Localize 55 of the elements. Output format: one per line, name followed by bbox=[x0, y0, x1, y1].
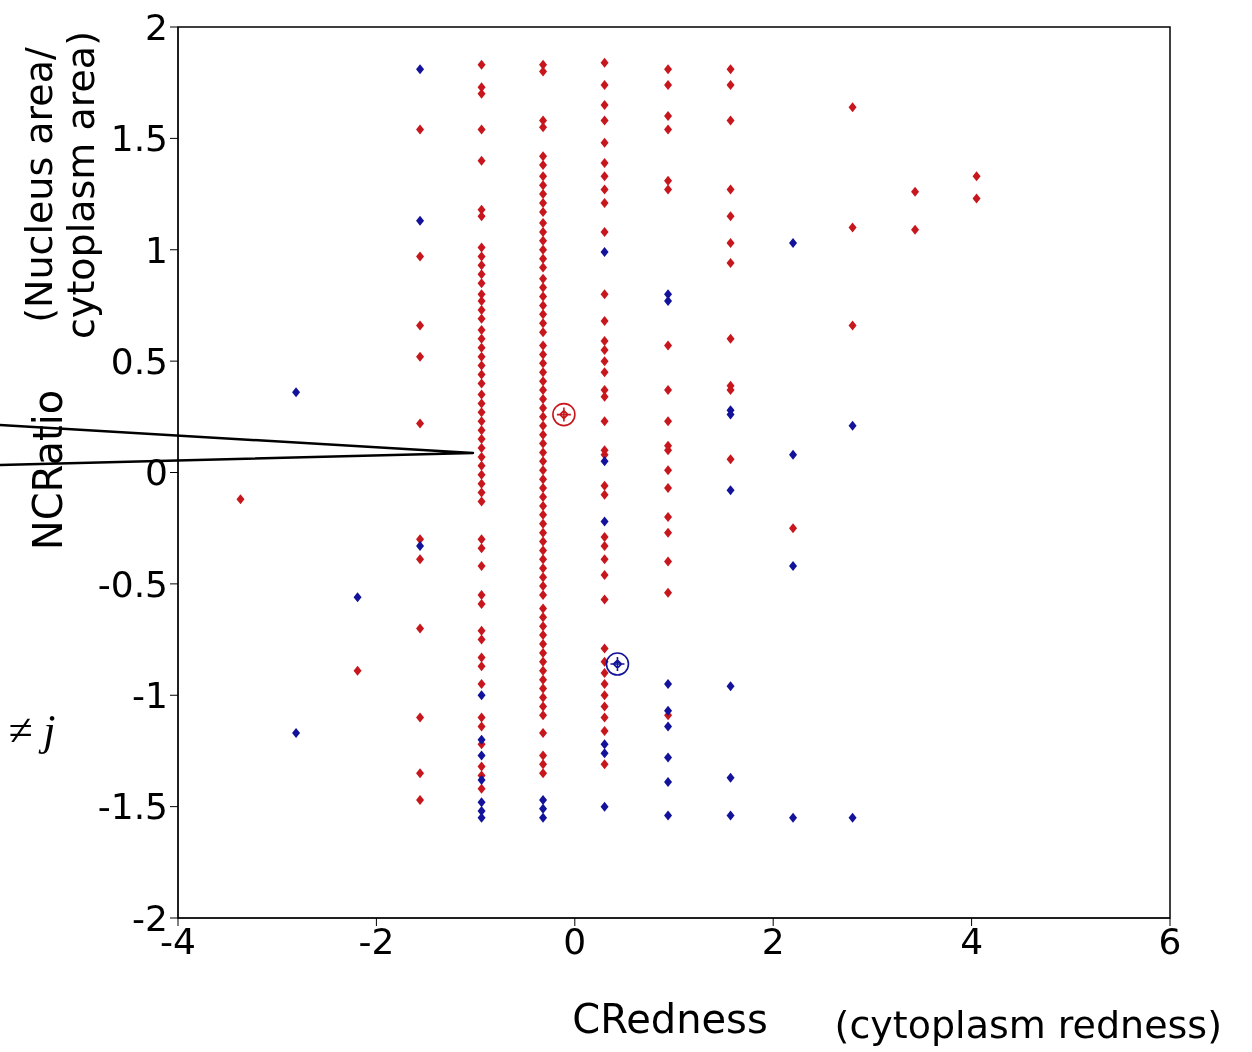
point bbox=[726, 681, 735, 692]
point bbox=[292, 728, 301, 739]
y-tick-label: -0.5 bbox=[97, 563, 168, 605]
y-tick-label: 1.5 bbox=[110, 118, 168, 160]
point bbox=[539, 794, 548, 805]
point bbox=[789, 238, 798, 249]
point bbox=[539, 812, 548, 823]
y-tick-label: -1.5 bbox=[97, 786, 168, 828]
point bbox=[600, 739, 609, 750]
point bbox=[477, 774, 486, 785]
point bbox=[726, 772, 735, 783]
y-axis-title: NCRatio bbox=[25, 389, 71, 551]
point bbox=[353, 592, 362, 603]
point bbox=[477, 734, 486, 745]
point bbox=[292, 387, 301, 398]
point bbox=[600, 516, 609, 527]
point bbox=[477, 797, 486, 808]
y-tick-label: 2 bbox=[145, 6, 168, 48]
text: ≠ j bbox=[8, 706, 56, 755]
point bbox=[726, 810, 735, 821]
point bbox=[477, 750, 486, 761]
point bbox=[726, 485, 735, 496]
point bbox=[789, 812, 798, 823]
point bbox=[600, 246, 609, 257]
point bbox=[600, 456, 609, 467]
point bbox=[600, 748, 609, 759]
point bbox=[605, 652, 630, 676]
point bbox=[664, 752, 673, 763]
text: (cytoplasm redness) bbox=[834, 1003, 1222, 1047]
point bbox=[789, 449, 798, 460]
point bbox=[848, 812, 857, 823]
x-tick-label: 6 bbox=[1158, 920, 1182, 962]
point bbox=[664, 810, 673, 821]
point bbox=[664, 777, 673, 788]
x-tick-label: -2 bbox=[358, 920, 395, 962]
point bbox=[416, 64, 425, 75]
point bbox=[848, 420, 857, 431]
point bbox=[477, 690, 486, 701]
point bbox=[789, 561, 798, 572]
point bbox=[664, 705, 673, 716]
y-tick-label: 1 bbox=[145, 229, 168, 271]
x-axis-title: CRedness bbox=[572, 996, 768, 1042]
y-tick-label: -1 bbox=[132, 675, 168, 717]
point bbox=[600, 801, 609, 812]
x-tick-label: 0 bbox=[563, 920, 587, 962]
text: (Nucleus area/ cytoplasm area) bbox=[17, 31, 103, 339]
point bbox=[416, 215, 425, 226]
y-tick-label: 0.5 bbox=[110, 340, 168, 382]
point bbox=[539, 803, 548, 814]
point bbox=[416, 541, 425, 552]
point bbox=[552, 402, 576, 427]
x-tick-label: 2 bbox=[761, 920, 785, 962]
x-tick-label: 4 bbox=[960, 920, 984, 962]
point bbox=[664, 679, 673, 690]
point bbox=[664, 721, 673, 732]
